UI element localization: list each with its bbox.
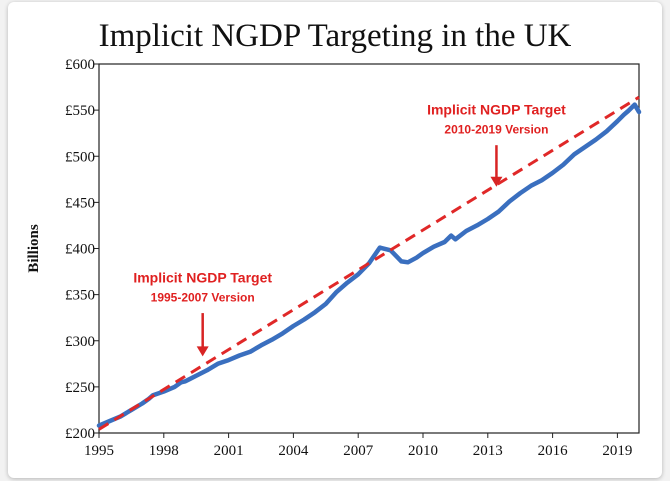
x-tick-label: 2007 [343, 443, 374, 459]
chart-card: Implicit NGDP Targeting in the UK £200 £25… [8, 2, 662, 478]
y-tick-label: £550 [65, 103, 95, 119]
y-tick-label: £350 [65, 288, 95, 304]
y-tick-label: £400 [65, 242, 95, 258]
annotation-title: Implicit NGDP Target [427, 102, 566, 118]
annotation-subtitle: 2010-2019 Version [444, 123, 548, 137]
annotation-subtitle: 1995-2007 Version [151, 291, 255, 305]
x-tick-label: 2001 [214, 443, 244, 459]
chart-title: Implicit NGDP Targeting in the UK [99, 18, 572, 54]
x-tick-label: 2010 [408, 443, 438, 459]
y-tick-label: £250 [65, 380, 95, 396]
annotation-title: Implicit NGDP Target [133, 270, 272, 286]
dashed-target-line [98, 95, 640, 431]
x-tick-label: 1995 [84, 443, 114, 459]
annotation-arrow-head [196, 346, 209, 357]
ngdp-chart: Implicit NGDP Targeting in the UK £200 £25… [26, 18, 642, 459]
x-tick-label: 2013 [473, 443, 503, 459]
y-axis-label: Billions [26, 224, 42, 273]
y-tick-label: £450 [65, 195, 95, 211]
y-tick-label: £600 [65, 57, 95, 73]
plot-frame [98, 63, 640, 434]
x-tick-label: 2004 [278, 443, 309, 459]
ngdp-actual-line [96, 102, 642, 428]
y-tick-label: £300 [65, 334, 95, 350]
x-tick-label: 2016 [538, 443, 569, 459]
y-tick-label: £200 [65, 426, 95, 442]
y-tick-label: £500 [65, 149, 95, 165]
x-tick-label: 1998 [149, 443, 179, 459]
x-tick-label: 2019 [602, 443, 632, 459]
annotation-arrow-head [490, 176, 503, 187]
